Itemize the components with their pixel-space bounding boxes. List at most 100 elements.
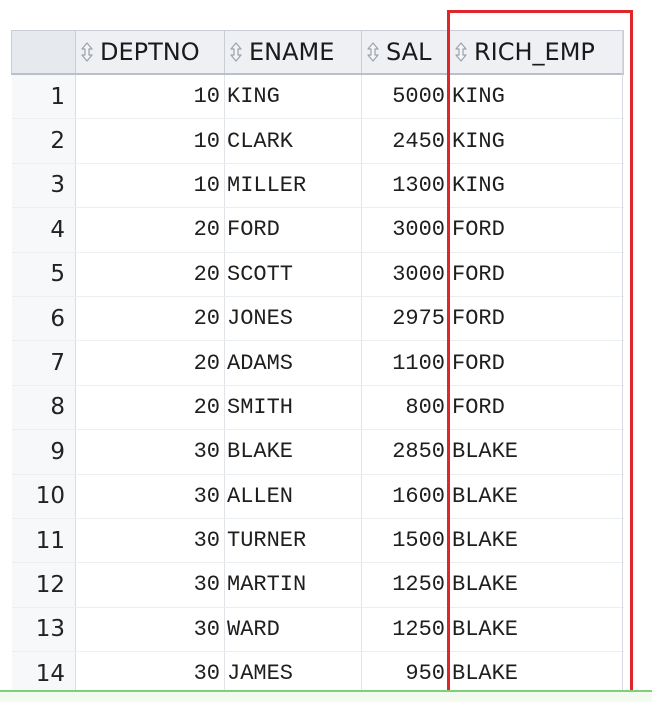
- column-header-sal[interactable]: SAL: [361, 30, 450, 75]
- cell-sal[interactable]: 3000: [361, 207, 450, 253]
- cell-rich-emp[interactable]: KING: [449, 74, 624, 120]
- cell-sal[interactable]: 2450: [361, 118, 450, 164]
- cell-deptno[interactable]: 30: [75, 518, 225, 564]
- column-header-rich-emp[interactable]: RICH_EMP: [449, 30, 624, 75]
- cell-deptno[interactable]: 30: [75, 562, 225, 608]
- cell-rich-emp[interactable]: FORD: [449, 340, 624, 386]
- row-number[interactable]: 10: [11, 474, 76, 519]
- row-number[interactable]: 12: [11, 562, 76, 608]
- column-header-label: SAL: [386, 38, 432, 66]
- results-table: DEPTNO ENAME SAL RICH_EMP 1 10 KING 5000 KIN…: [11, 30, 624, 697]
- cell-rich-emp[interactable]: FORD: [449, 252, 624, 297]
- row-number[interactable]: 8: [11, 385, 76, 431]
- cell-ename[interactable]: ALLEN: [224, 474, 362, 519]
- cell-rich-emp[interactable]: BLAKE: [449, 474, 624, 519]
- results-body: 1 10 KING 5000 KING 2 10 CLARK 2450 KING 3 10 MILLER…: [11, 74, 624, 697]
- cell-rich-emp[interactable]: BLAKE: [449, 562, 624, 608]
- cell-rich-emp[interactable]: FORD: [449, 207, 624, 253]
- cell-deptno[interactable]: 10: [75, 163, 225, 209]
- cell-deptno[interactable]: 20: [75, 207, 225, 253]
- cell-sal[interactable]: 3000: [361, 252, 450, 297]
- cell-sal[interactable]: 1250: [361, 562, 450, 608]
- column-header-label: ENAME: [249, 38, 335, 66]
- cell-sal[interactable]: 1300: [361, 163, 450, 209]
- cell-ename[interactable]: JAMES: [224, 651, 362, 697]
- row-number-header[interactable]: [11, 30, 76, 75]
- table-row[interactable]: 11 30 TURNER 1500 BLAKE: [11, 518, 624, 564]
- table-row[interactable]: 6 20 JONES 2975 FORD: [11, 296, 624, 342]
- cell-deptno[interactable]: 30: [75, 474, 225, 519]
- cell-ename[interactable]: WARD: [224, 607, 362, 653]
- cell-deptno[interactable]: 20: [75, 252, 225, 297]
- sort-icon[interactable]: [366, 41, 380, 63]
- cell-sal[interactable]: 2850: [361, 429, 450, 475]
- row-number[interactable]: 4: [11, 207, 76, 253]
- table-row[interactable]: 8 20 SMITH 800 FORD: [11, 385, 624, 431]
- cell-rich-emp[interactable]: BLAKE: [449, 518, 624, 564]
- cell-ename[interactable]: FORD: [224, 207, 362, 253]
- row-number[interactable]: 6: [11, 296, 76, 342]
- table-row[interactable]: 4 20 FORD 3000 FORD: [11, 207, 624, 253]
- cell-sal[interactable]: 1100: [361, 340, 450, 386]
- cell-rich-emp[interactable]: KING: [449, 118, 624, 164]
- cell-deptno[interactable]: 30: [75, 651, 225, 697]
- cell-sal[interactable]: 1600: [361, 474, 450, 519]
- cell-ename[interactable]: ADAMS: [224, 340, 362, 386]
- sort-icon[interactable]: [229, 41, 243, 63]
- table-row[interactable]: 10 30 ALLEN 1600 BLAKE: [11, 474, 624, 519]
- cell-ename[interactable]: MILLER: [224, 163, 362, 209]
- cell-rich-emp[interactable]: BLAKE: [449, 429, 624, 475]
- cell-ename[interactable]: MARTIN: [224, 562, 362, 608]
- table-row[interactable]: 12 30 MARTIN 1250 BLAKE: [11, 562, 624, 608]
- column-header-label: RICH_EMP: [474, 38, 595, 66]
- cell-ename[interactable]: CLARK: [224, 118, 362, 164]
- table-row[interactable]: 1 10 KING 5000 KING: [11, 74, 624, 120]
- row-number[interactable]: 5: [11, 252, 76, 297]
- cell-sal[interactable]: 5000: [361, 74, 450, 120]
- cell-ename[interactable]: SMITH: [224, 385, 362, 431]
- cell-deptno[interactable]: 20: [75, 385, 225, 431]
- cell-deptno[interactable]: 20: [75, 340, 225, 386]
- row-number[interactable]: 13: [11, 607, 76, 653]
- sort-icon[interactable]: [80, 41, 94, 63]
- row-number[interactable]: 7: [11, 340, 76, 386]
- row-number[interactable]: 1: [11, 74, 76, 120]
- cell-ename[interactable]: BLAKE: [224, 429, 362, 475]
- cell-ename[interactable]: TURNER: [224, 518, 362, 564]
- column-header-deptno[interactable]: DEPTNO: [75, 30, 225, 75]
- cell-deptno[interactable]: 30: [75, 607, 225, 653]
- column-header-label: DEPTNO: [100, 38, 200, 66]
- cell-ename[interactable]: JONES: [224, 296, 362, 342]
- cell-rich-emp[interactable]: FORD: [449, 296, 624, 342]
- row-number[interactable]: 14: [11, 651, 76, 697]
- cell-deptno[interactable]: 30: [75, 429, 225, 475]
- grid-right-edge: [622, 30, 623, 690]
- cell-deptno[interactable]: 20: [75, 296, 225, 342]
- cell-rich-emp[interactable]: BLAKE: [449, 651, 624, 697]
- cell-ename[interactable]: KING: [224, 74, 362, 120]
- cell-sal[interactable]: 800: [361, 385, 450, 431]
- table-row[interactable]: 5 20 SCOTT 3000 FORD: [11, 252, 624, 297]
- cell-rich-emp[interactable]: KING: [449, 163, 624, 209]
- sort-icon[interactable]: [454, 41, 468, 63]
- cell-rich-emp[interactable]: FORD: [449, 385, 624, 431]
- row-number[interactable]: 11: [11, 518, 76, 564]
- table-row[interactable]: 7 20 ADAMS 1100 FORD: [11, 340, 624, 386]
- bottom-panel-edge: [0, 690, 652, 702]
- column-header-ename[interactable]: ENAME: [224, 30, 362, 75]
- row-number[interactable]: 2: [11, 118, 76, 164]
- cell-deptno[interactable]: 10: [75, 74, 225, 120]
- cell-sal[interactable]: 2975: [361, 296, 450, 342]
- cell-sal[interactable]: 1250: [361, 607, 450, 653]
- table-row[interactable]: 13 30 WARD 1250 BLAKE: [11, 607, 624, 653]
- cell-rich-emp[interactable]: BLAKE: [449, 607, 624, 653]
- row-number[interactable]: 9: [11, 429, 76, 475]
- cell-sal[interactable]: 1500: [361, 518, 450, 564]
- table-row[interactable]: 3 10 MILLER 1300 KING: [11, 163, 624, 209]
- cell-ename[interactable]: SCOTT: [224, 252, 362, 297]
- cell-deptno[interactable]: 10: [75, 118, 225, 164]
- table-row[interactable]: 2 10 CLARK 2450 KING: [11, 118, 624, 164]
- row-number[interactable]: 3: [11, 163, 76, 209]
- table-row[interactable]: 9 30 BLAKE 2850 BLAKE: [11, 429, 624, 475]
